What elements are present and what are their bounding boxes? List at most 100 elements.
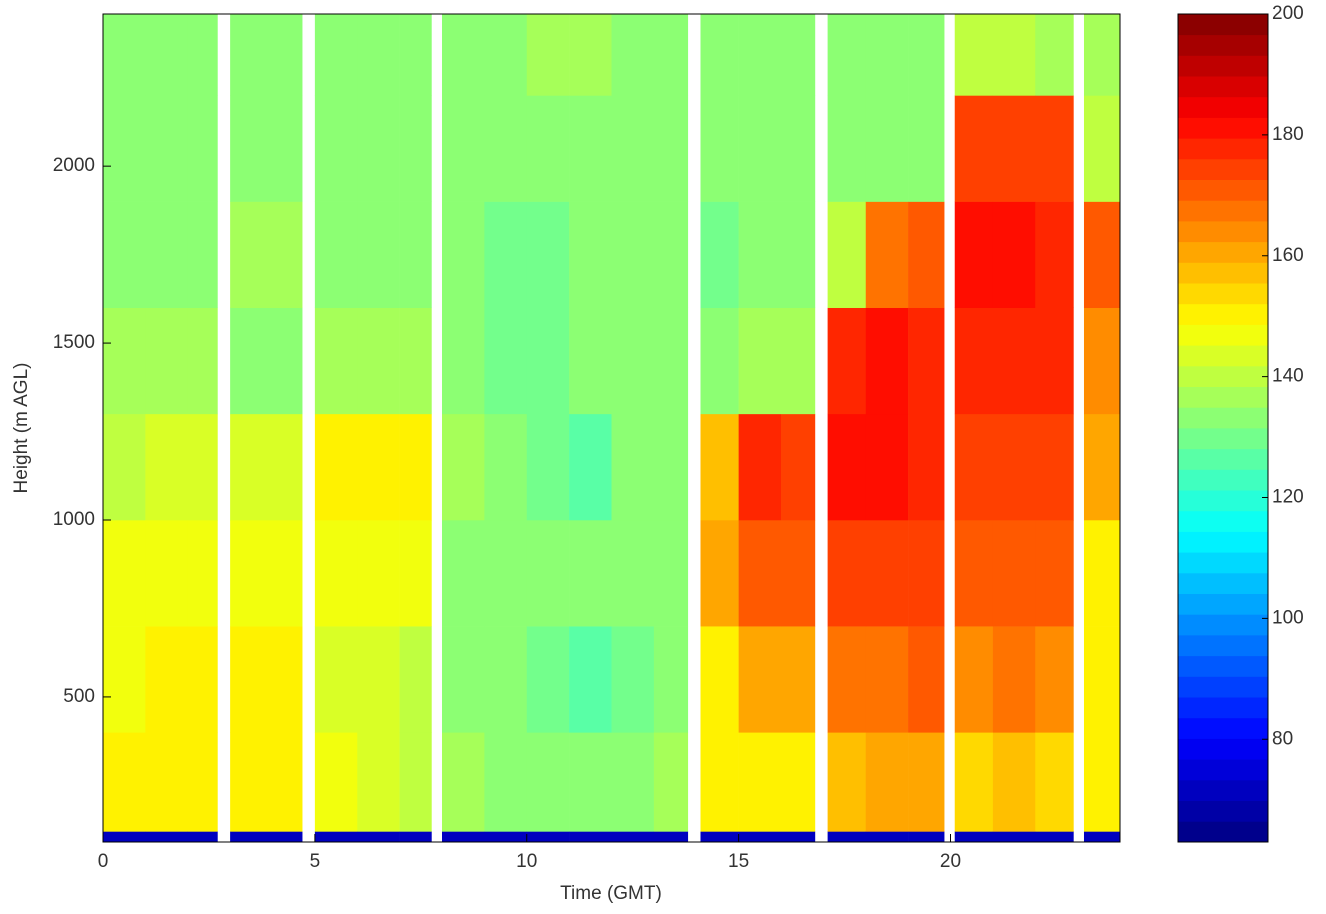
x-axis-label: Time (GMT) — [560, 883, 662, 904]
heat-cell — [1035, 626, 1074, 733]
x-tick-label: 10 — [516, 851, 537, 872]
heat-cell — [103, 307, 146, 415]
heat-cell — [442, 520, 485, 627]
heat-cell — [781, 14, 816, 96]
colorbar-tick-label: 80 — [1272, 728, 1293, 749]
heat-cell — [145, 14, 189, 96]
y-axis-label: Height (m AGL) — [11, 363, 32, 494]
heat-cell — [781, 307, 816, 415]
x-tick-label: 0 — [98, 851, 109, 872]
heat-cell — [827, 520, 867, 627]
heat-cell — [827, 201, 867, 308]
heat-cell — [992, 626, 1036, 733]
heat-cell — [781, 626, 816, 733]
heat-cell — [908, 831, 945, 843]
heat-cell — [187, 831, 218, 843]
heat-cell — [442, 732, 485, 832]
heat-cell — [569, 307, 612, 415]
heat-cell — [1083, 413, 1121, 521]
heat-cell — [954, 732, 994, 832]
heat-cell — [653, 201, 689, 308]
heat-cell — [442, 201, 485, 308]
heat-cell — [992, 732, 1036, 832]
heat-cell — [1035, 307, 1074, 415]
heat-cell — [611, 413, 655, 521]
colorbar-band — [1178, 365, 1268, 387]
heat-cell — [145, 626, 189, 733]
heat-cell — [908, 201, 945, 308]
colorbar-band — [1178, 821, 1268, 843]
heat-cell — [103, 95, 146, 202]
heat-cell — [272, 413, 303, 521]
plot-frame — [102, 13, 1121, 843]
colorbar-band — [1178, 428, 1268, 450]
heat-cell — [653, 831, 689, 843]
heat-cell — [230, 626, 273, 733]
heat-cell — [611, 626, 655, 733]
heat-cell — [992, 831, 1036, 843]
heat-cell — [653, 732, 689, 832]
heat-cell — [103, 413, 146, 521]
heat-cell — [484, 201, 528, 308]
heat-cell — [700, 626, 739, 733]
heat-cell — [314, 626, 358, 733]
heat-cell — [399, 201, 432, 308]
heat-cell — [442, 14, 485, 96]
heat-cell — [865, 520, 909, 627]
heat-cell — [145, 201, 189, 308]
heat-cell — [1035, 831, 1074, 843]
colorbar-band — [1178, 34, 1268, 56]
heat-cell — [569, 732, 612, 832]
heat-cell — [738, 201, 782, 308]
heat-cell — [272, 520, 303, 627]
heat-cell — [908, 14, 945, 96]
heat-cell — [187, 95, 218, 202]
heat-cell — [526, 413, 570, 521]
heat-cell — [145, 95, 189, 202]
colorbar-band — [1178, 593, 1268, 615]
heat-cell — [526, 831, 570, 843]
heat-cell — [230, 307, 273, 415]
heat-cell — [484, 14, 528, 96]
heat-cell — [738, 831, 782, 843]
heat-cell — [1035, 520, 1074, 627]
colorbar-band — [1178, 138, 1268, 160]
heat-cell — [611, 95, 655, 202]
heat-cell — [187, 307, 218, 415]
heat-cell — [484, 732, 528, 832]
colorbar-band — [1178, 407, 1268, 429]
heat-cell — [103, 14, 146, 96]
heat-cell — [484, 307, 528, 415]
heat-cell — [653, 14, 689, 96]
heat-cell — [526, 14, 570, 96]
heat-cell — [781, 413, 816, 521]
heat-cell — [954, 14, 994, 96]
heat-cell — [484, 520, 528, 627]
heat-cell — [781, 732, 816, 832]
heat-cell — [145, 831, 189, 843]
heat-cell — [738, 413, 782, 521]
colorbar-band — [1178, 448, 1268, 470]
heat-cell — [738, 520, 782, 627]
heat-cell — [569, 95, 612, 202]
heat-cell — [103, 732, 146, 832]
heat-cell — [954, 626, 994, 733]
colorbar-band — [1178, 697, 1268, 719]
heat-cell — [992, 413, 1036, 521]
heat-cell — [611, 732, 655, 832]
heat-cell — [738, 14, 782, 96]
heat-cell — [1083, 201, 1121, 308]
heat-cell — [272, 201, 303, 308]
colorbar-band — [1178, 386, 1268, 408]
heat-cell — [230, 413, 273, 521]
heat-cell — [357, 14, 400, 96]
heat-cell — [954, 520, 994, 627]
heat-cell — [357, 201, 400, 308]
heat-cell — [611, 14, 655, 96]
colorbar-band — [1178, 614, 1268, 636]
heat-cell — [865, 732, 909, 832]
heat-cell — [954, 95, 994, 202]
heat-cell — [700, 831, 739, 843]
heat-cell — [399, 95, 432, 202]
